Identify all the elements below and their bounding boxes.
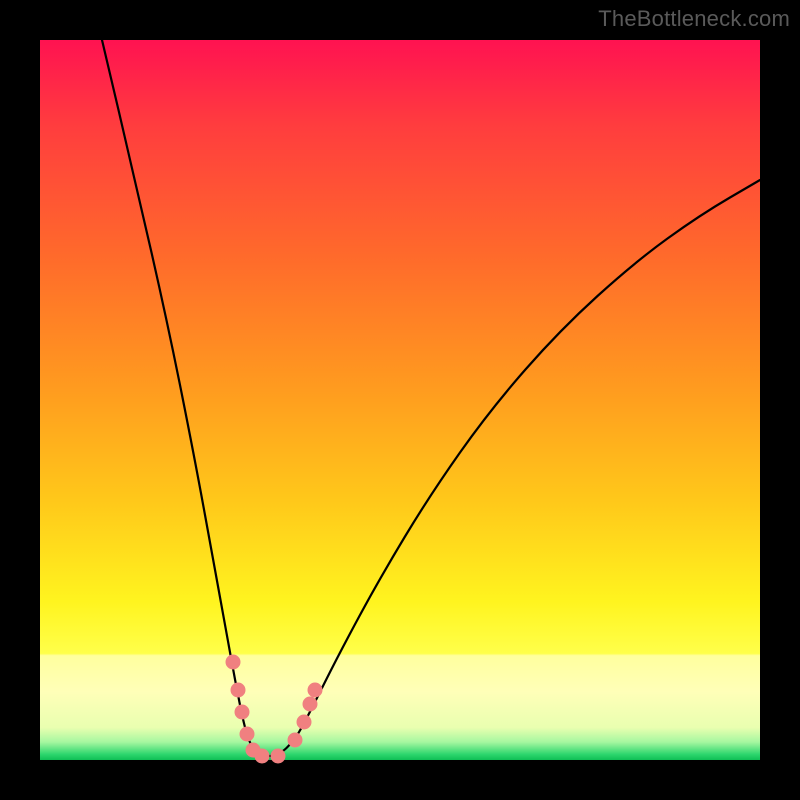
marker-point xyxy=(303,697,317,711)
marker-point xyxy=(240,727,254,741)
chart-container: TheBottleneck.com xyxy=(0,0,800,800)
marker-point xyxy=(235,705,249,719)
bottleneck-curve xyxy=(102,40,760,756)
curve-markers xyxy=(226,655,322,763)
marker-point xyxy=(226,655,240,669)
watermark-text: TheBottleneck.com xyxy=(598,6,790,32)
marker-point xyxy=(255,749,269,763)
plot-area xyxy=(40,40,760,760)
curve-layer xyxy=(40,40,760,760)
marker-point xyxy=(297,715,311,729)
marker-point xyxy=(271,749,285,763)
marker-point xyxy=(231,683,245,697)
marker-point xyxy=(308,683,322,697)
marker-point xyxy=(288,733,302,747)
